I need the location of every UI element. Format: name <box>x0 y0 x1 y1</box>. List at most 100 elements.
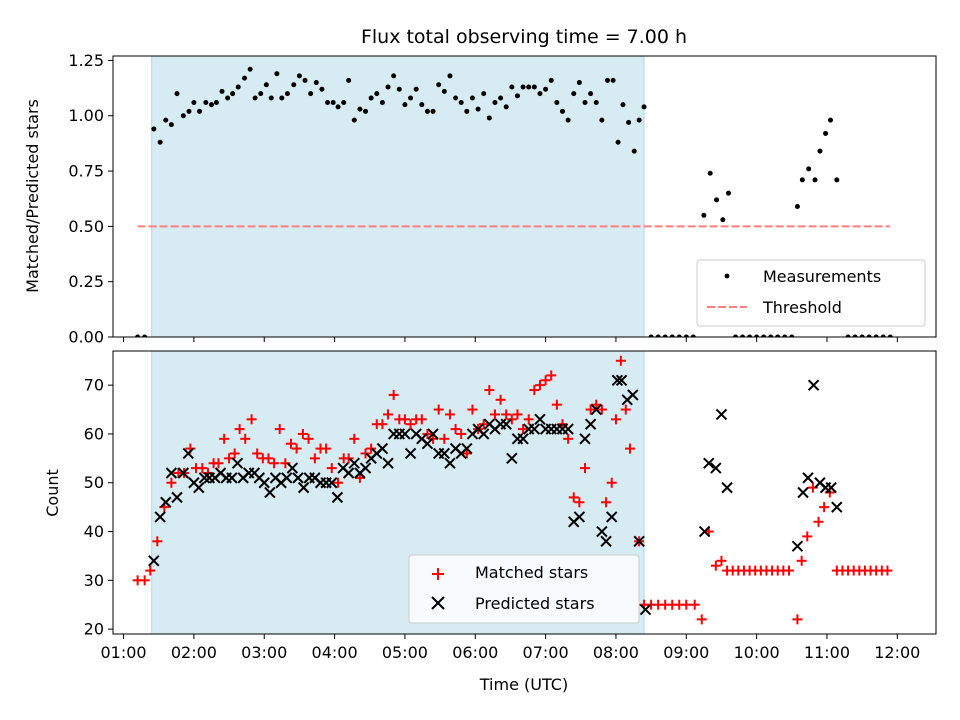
matched-star-point <box>285 438 296 449</box>
measurement-point <box>441 88 447 94</box>
bottom-y-tick-label: 20 <box>84 620 104 639</box>
predicted-star-point <box>359 462 372 474</box>
predicted-star-point <box>584 418 597 430</box>
measurement-point <box>424 108 430 114</box>
measurement-point <box>203 99 209 105</box>
matched-star-point <box>819 502 830 513</box>
measurement-point <box>565 117 571 123</box>
matched-star-point <box>383 409 394 420</box>
predicted-star-point <box>721 481 733 494</box>
predicted-star-point <box>579 433 591 445</box>
measurement-point <box>648 334 654 337</box>
predicted-star-point <box>438 447 451 460</box>
matched-star-point <box>534 380 545 391</box>
measurement-point <box>610 77 616 83</box>
measurement-point <box>351 117 357 123</box>
matched-star-point <box>213 458 224 469</box>
predicted-star-point <box>596 525 608 538</box>
top-legend: Measurements Threshold <box>696 259 926 327</box>
measurement-point <box>191 99 197 105</box>
measurement-point <box>669 334 675 337</box>
bottom-y-tick-label: 40 <box>84 522 104 541</box>
measurement-point <box>319 86 325 92</box>
matched-star-point <box>551 399 562 410</box>
top-shaded-span <box>151 55 645 338</box>
top-y-tick-label: 0.00 <box>68 328 104 347</box>
measurement-point <box>469 95 475 101</box>
legend-measurements-marker <box>724 273 730 279</box>
predicted-star-point <box>286 462 299 474</box>
measurement-point <box>168 122 174 128</box>
x-tick-label: 06:00 <box>452 643 498 662</box>
measurement-point <box>219 88 225 94</box>
matched-star-point <box>596 404 607 415</box>
matched-star-point <box>813 516 824 527</box>
bottom-legend: Matched stars Predicted stars <box>408 554 640 624</box>
measurement-point <box>799 177 805 183</box>
measurement-point <box>346 77 352 83</box>
predicted-star-point <box>198 472 211 484</box>
matched-star-point <box>450 424 461 435</box>
measurement-point <box>593 99 599 105</box>
measurement-point <box>313 80 319 86</box>
measurement-point <box>834 177 840 183</box>
measurement-point <box>374 91 380 97</box>
measurement-point <box>768 334 774 337</box>
matched-star-point <box>579 463 590 474</box>
measurement-point <box>576 80 582 86</box>
x-tick-label: 02:00 <box>171 643 217 662</box>
top-panel: 0.00 0.25 0.50 0.75 1.00 1.25 Flux total obse… <box>23 26 937 347</box>
matched-star-point <box>377 419 388 430</box>
x-tick-label: 09:00 <box>663 643 709 662</box>
measurement-point <box>537 91 543 97</box>
measurement-point <box>747 334 753 337</box>
measurement-point <box>845 334 851 337</box>
matched-star-point <box>495 394 506 405</box>
measurement-point <box>631 148 637 154</box>
measurement-point <box>391 73 397 79</box>
matched-star-point <box>461 448 472 459</box>
predicted-star-point <box>326 477 338 489</box>
predicted-star-point <box>528 423 541 435</box>
predicted-star-point <box>500 418 512 430</box>
matched-star-point <box>467 404 478 415</box>
predicted-star-point <box>797 486 809 499</box>
measurement-point <box>174 91 180 97</box>
predicted-star-point <box>404 447 417 460</box>
measurement-point <box>135 334 141 337</box>
matched-star-point <box>506 414 517 425</box>
matched-star-point <box>546 370 557 381</box>
measurement-point <box>852 334 858 337</box>
matched-star-point <box>563 433 574 444</box>
predicted-star-point <box>506 452 518 465</box>
measurement-point <box>279 95 285 101</box>
predicted-star-point <box>807 379 820 391</box>
measurement-point <box>662 334 668 337</box>
predicted-star-point <box>477 428 490 440</box>
matched-star-point <box>354 472 365 483</box>
measurement-point <box>413 86 419 92</box>
measurement-point <box>733 334 739 337</box>
measurement-point <box>186 108 192 114</box>
predicted-star-point <box>292 472 304 484</box>
predicted-star-point <box>231 457 244 469</box>
top-y-tick-label: 0.50 <box>68 217 104 236</box>
predicted-star-point <box>281 472 293 484</box>
measurement-point <box>213 99 219 105</box>
measurement-point <box>430 108 436 114</box>
predicted-star-point <box>698 525 711 538</box>
matched-star-point <box>783 565 794 576</box>
x-tick-label: 03:00 <box>241 643 287 662</box>
measurement-point <box>335 104 341 110</box>
measurement-point <box>880 334 886 337</box>
predicted-star-point <box>791 540 804 552</box>
measurement-point <box>408 95 414 101</box>
predicted-star-point <box>348 457 360 469</box>
matched-star-point <box>681 599 692 610</box>
measurement-point <box>571 91 577 97</box>
measurement-point <box>827 117 833 123</box>
measurement-point <box>599 117 605 123</box>
measurement-point <box>794 203 800 209</box>
predicted-star-point <box>331 491 344 504</box>
matched-star-point <box>303 433 314 444</box>
